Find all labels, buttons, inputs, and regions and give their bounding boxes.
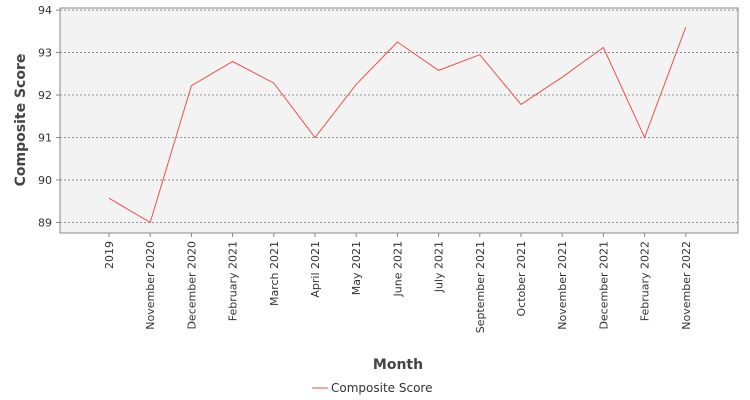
x-tick-label: March 2021 [268, 241, 281, 306]
plot-area [59, 7, 739, 234]
x-tick-label: June 2021 [391, 241, 404, 297]
x-tick-label: November 2020 [144, 241, 157, 330]
x-tick-label: November 2021 [556, 241, 569, 330]
x-tick-label: November 2022 [680, 241, 693, 330]
y-tick-label: 92 [38, 89, 52, 102]
legend-label: Composite Score [331, 381, 432, 395]
y-axis-ticks: 89 90 91 92 93 94 [38, 4, 60, 229]
y-tick-label: 89 [38, 216, 52, 229]
y-tick-label: 91 [38, 131, 52, 144]
x-tick-label: October 2021 [515, 241, 528, 317]
x-tick-label: December 2021 [597, 241, 610, 330]
x-tick-label: December 2020 [185, 241, 198, 330]
x-tick-label: 2019 [103, 241, 116, 269]
legend: Composite Score [312, 381, 432, 395]
x-tick-label: July 2021 [433, 241, 446, 293]
y-tick-label: 90 [38, 174, 52, 187]
x-axis-ticks: 2019 November 2020 December 2020 February 2… [103, 233, 693, 333]
x-tick-label: April 2021 [309, 241, 322, 298]
series-lines [108, 26, 687, 224]
x-tick-label: May 2021 [350, 241, 363, 295]
x-axis-title: Month [373, 357, 423, 373]
y-tick-label: 94 [38, 4, 52, 17]
x-tick-label: February 2022 [639, 241, 652, 321]
y-axis-title: Composite Score [13, 54, 29, 187]
x-tick-label: September 2021 [474, 241, 487, 333]
y-tick-label: 93 [38, 47, 52, 60]
series-line [108, 26, 687, 224]
x-tick-label: February 2021 [227, 241, 240, 321]
